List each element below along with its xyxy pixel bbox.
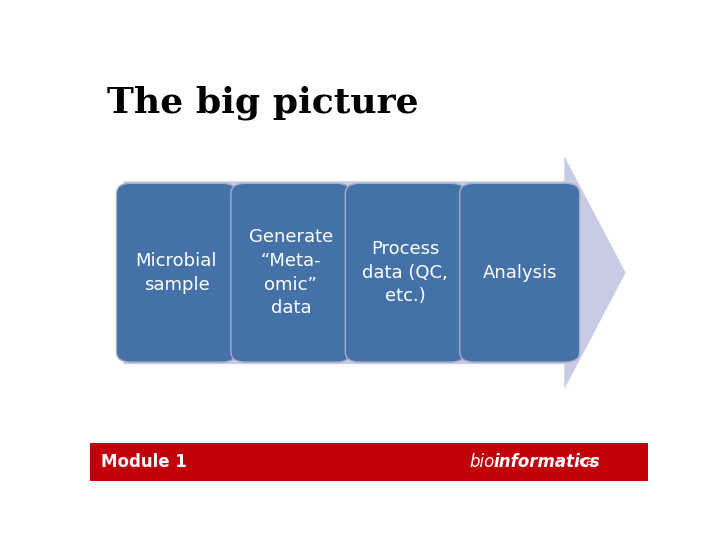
Text: .ca: .ca xyxy=(576,455,595,468)
Text: informatics: informatics xyxy=(493,453,600,471)
Text: Analysis: Analysis xyxy=(482,264,557,282)
FancyBboxPatch shape xyxy=(231,183,351,362)
Text: Module 1: Module 1 xyxy=(101,453,187,471)
FancyBboxPatch shape xyxy=(459,183,580,362)
Bar xyxy=(90,443,648,481)
FancyBboxPatch shape xyxy=(117,183,236,362)
Polygon shape xyxy=(124,156,626,389)
Text: Microbial
sample: Microbial sample xyxy=(136,252,217,294)
Text: The big picture: The big picture xyxy=(107,85,418,120)
FancyBboxPatch shape xyxy=(346,183,465,362)
Text: Generate
“Meta-
omic”
data: Generate “Meta- omic” data xyxy=(248,228,333,317)
Text: Process
data (QC,
etc.): Process data (QC, etc.) xyxy=(362,240,448,305)
Text: bio: bio xyxy=(469,453,495,471)
